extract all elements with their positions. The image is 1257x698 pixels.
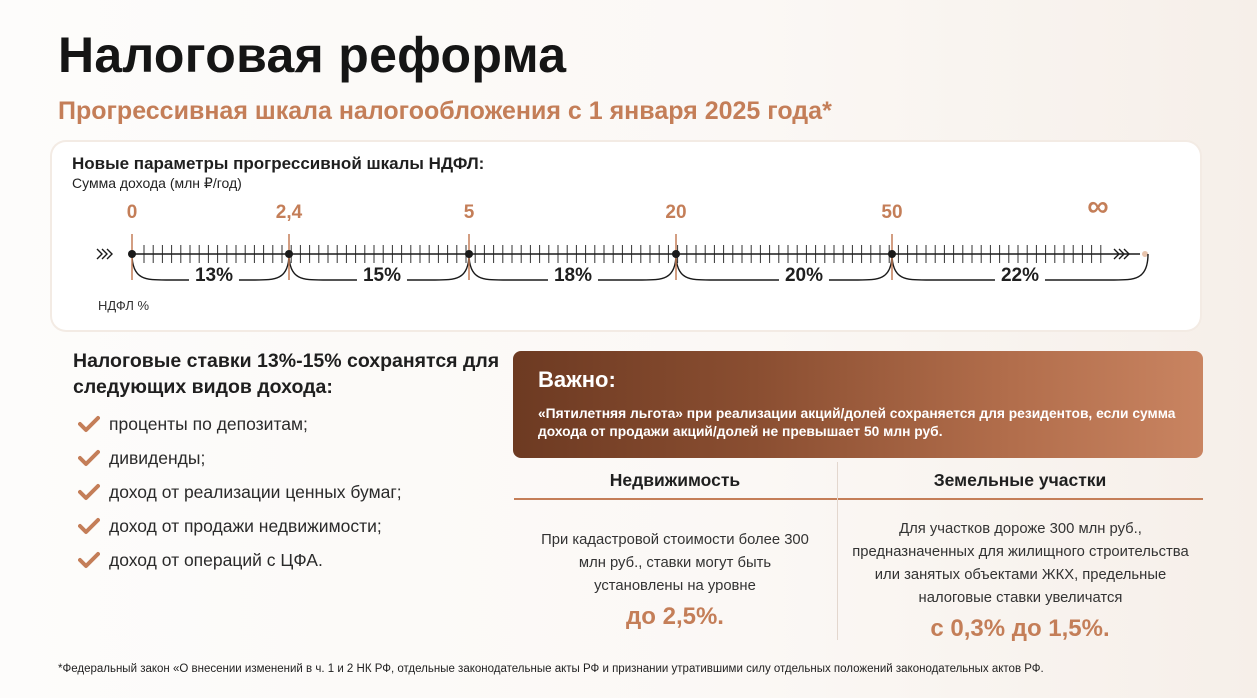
threshold-dot (888, 250, 896, 258)
list-item: доход от продажи недвижимости; (78, 509, 402, 543)
list-item: проценты по депозитам; (78, 407, 402, 441)
tax-scale-card: Новые параметры прогрессивной шкалы НДФЛ… (52, 142, 1200, 330)
chevron-icon (1113, 248, 1120, 260)
income-heading: Налоговые ставки 13%-15% сохранятся для … (73, 350, 500, 398)
scale-arrows (96, 248, 1148, 260)
columns-vertical-divider (837, 462, 838, 640)
threshold-dot (465, 250, 473, 258)
threshold-dot (285, 250, 293, 258)
realty-rate-value: до 2,5%. (626, 603, 724, 630)
page-title: Налоговая реформа (58, 27, 567, 83)
infinity-label: ∞ (1087, 190, 1109, 223)
footnote: *Федеральный закон «О внесении изменений… (58, 663, 1044, 675)
rate-axis-label: НДФЛ % (98, 298, 150, 313)
realty-heading: Недвижимость (609, 470, 741, 490)
realty-text: При кадастровой стоимости более 300 млн … (541, 532, 809, 594)
check-icon (78, 450, 100, 466)
check-icon (78, 552, 100, 568)
chevron-icon (106, 248, 113, 260)
check-icon (78, 518, 100, 534)
threshold-dot (672, 250, 680, 258)
chevron-icon (1123, 248, 1130, 260)
list-item: дивиденды; (78, 441, 402, 475)
list-item: доход от реализации ценных бумаг; (78, 475, 402, 509)
important-text: «Пятилетняя льгота» при реализации акций… (538, 406, 1176, 439)
threshold-label: 50 (881, 202, 903, 223)
rate-label: 18% (547, 263, 599, 289)
threshold-dot (128, 250, 136, 258)
list-item-label: доход от реализации ценных бумаг; (109, 481, 402, 502)
threshold-label: 2,4 (275, 202, 303, 223)
chevron-icon (1118, 248, 1125, 260)
rate-label: 13% (188, 263, 240, 289)
threshold-label: 20 (665, 202, 687, 223)
tax-scale-diagram (96, 234, 1149, 281)
rate-label: 15% (356, 263, 408, 289)
important-title: Важно: (538, 367, 616, 392)
list-item-label: доход от операций с ЦФА. (109, 549, 323, 570)
scale-heading: Новые параметры прогрессивной шкалы НДФЛ… (72, 154, 485, 173)
list-item-label: доход от продажи недвижимости; (109, 515, 382, 536)
threshold-label: 0 (126, 202, 138, 223)
chevron-icon (101, 248, 108, 260)
list-item-label: проценты по депозитам; (109, 413, 308, 434)
check-icon (78, 484, 100, 500)
important-banner: Важно: «Пятилетняя льгота» при реализаци… (513, 351, 1203, 458)
income-list: проценты по депозитам; дивиденды; доход … (78, 407, 402, 577)
rate-label: 20% (778, 263, 830, 289)
land-text: Для участков дороже 300 млн руб., предна… (852, 521, 1189, 606)
rate-label: 22% (994, 263, 1046, 289)
threshold-label: 5 (463, 202, 475, 223)
check-icon (78, 416, 100, 432)
land-rate-value: с 0,3% до 1,5%. (930, 615, 1110, 642)
list-item: доход от операций с ЦФА. (78, 543, 402, 577)
scale-unit-label: Сумма дохода (млн ₽/год) (72, 175, 242, 191)
chevron-icon (96, 248, 103, 260)
land-heading: Земельные участки (933, 470, 1107, 490)
threshold-markers (128, 234, 896, 280)
columns-divider-line (514, 498, 1203, 500)
page-subtitle: Прогрессивная шкала налогообложения с 1 … (58, 97, 832, 125)
axis-end-dot (1142, 251, 1148, 257)
list-item-label: дивиденды; (109, 447, 206, 468)
